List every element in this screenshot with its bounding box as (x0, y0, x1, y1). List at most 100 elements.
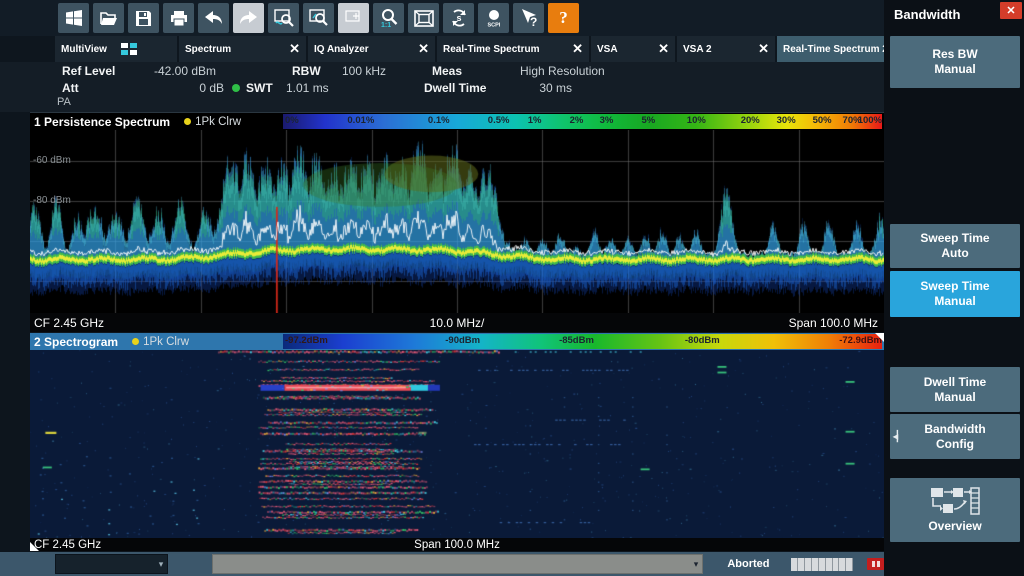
tab-label: VSA (597, 44, 618, 55)
colorbar-tick: 0.5% (488, 115, 510, 126)
zoom-trace-icon[interactable] (268, 3, 299, 33)
chevron-down-icon: ▾ (694, 559, 699, 570)
colorbar-tick: 0% (285, 115, 299, 126)
tab-close-icon[interactable]: ✕ (283, 41, 300, 57)
tab-label: IQ Analyzer (314, 44, 369, 55)
message-dropdown[interactable]: ▾ (212, 554, 703, 574)
tab-real-time-spectrum[interactable]: Real-Time Spectrum ✕ (437, 36, 589, 62)
softkey-sweep-time-manual[interactable]: Sweep Time Manual (890, 271, 1020, 317)
tab-close-icon[interactable]: ✕ (652, 41, 669, 57)
softkey-bandwidth-config[interactable]: ◂▏ Bandwidth Config (890, 414, 1020, 459)
softkey-dwell-time-manual[interactable]: Dwell Time Manual (890, 367, 1020, 412)
colorbar-tick: 30% (777, 115, 796, 126)
tab-multiview[interactable]: MultiView (55, 36, 177, 62)
tab-label: VSA 2 (683, 44, 712, 55)
window2-index: 2 (34, 335, 41, 349)
sequencer-icon[interactable]: s (443, 3, 474, 33)
tab-close-icon[interactable]: ✕ (412, 41, 429, 57)
tab-vsa[interactable]: VSA ✕ (591, 36, 675, 62)
persistence-colorbar: 0% 0.01% 0.1% 0.5% 1% 2% 3% 5% 10% 20% 3… (283, 114, 882, 129)
y-axis-label: -80 dBm (33, 195, 71, 206)
softkey-sweep-time-auto[interactable]: Sweep Time Auto (890, 224, 1020, 268)
redo-icon[interactable] (233, 3, 264, 33)
tab-label: MultiView (61, 44, 107, 55)
meas-value: High Resolution (520, 64, 605, 78)
error-log-icon[interactable] (867, 558, 884, 570)
trace1-color-icon (132, 338, 139, 345)
colorbar-tick: -90dBm (445, 335, 480, 346)
colorbar-tick: 3% (600, 115, 614, 126)
softkey-res-bw-manual[interactable]: Res BW Manual (890, 36, 1020, 88)
window-spectrogram: 2 Spectrogram 1Pk Clrw -97.2dBm -90dBm -… (30, 333, 884, 551)
att-label: Att (62, 81, 154, 95)
one-to-one-label: 1:1 (381, 22, 391, 28)
window2-footer: CF 2.45 GHz Span 100.0 MHz (30, 538, 884, 551)
print-icon[interactable] (163, 3, 194, 33)
window1-header[interactable]: 1 Persistence Spectrum 1Pk Clrw 0% 0.01%… (30, 112, 884, 130)
rbw-value: 100 kHz (342, 64, 432, 78)
sequencer-label: s (456, 13, 461, 23)
softkey-menu-title: Bandwidth (894, 7, 960, 22)
spectrogram-plot-area[interactable] (30, 350, 884, 538)
colorbar-tick: -80dBm (685, 335, 720, 346)
multiview-grid-icon (121, 43, 137, 55)
tab-label: Real-Time Spectrum 2 (783, 44, 888, 55)
trace1-label: 1Pk Clrw (195, 116, 241, 128)
y-axis-label: -60 dBm (33, 155, 71, 166)
center-frequency-label: CF 2.45 GHz (34, 539, 101, 551)
ref-level-label: Ref Level (62, 64, 154, 78)
sweep-status-label: Aborted (727, 558, 769, 570)
main-toolbar: 1:1 s SCPI ? ? (0, 0, 884, 36)
help-icon[interactable]: ? (548, 3, 579, 33)
status-source-select[interactable]: ▾ (55, 554, 168, 574)
rbw-label: RBW (292, 64, 342, 78)
scale-per-div-label: 10.0 MHz/ (430, 316, 485, 330)
tab-iq-analyzer[interactable]: IQ Analyzer ✕ (308, 36, 435, 62)
channel-info-bar[interactable]: Ref Level -42.00 dBm RBW 100 kHz Meas Hi… (0, 62, 884, 112)
dwell-time-value: 30 ms (512, 81, 572, 95)
preamp-label: PA (0, 96, 884, 110)
persistence-canvas (30, 130, 884, 313)
colorbar-tick: 100% (858, 115, 882, 126)
center-frequency-label: CF 2.45 GHz (34, 316, 104, 330)
display-frame-icon[interactable] (408, 3, 439, 33)
window1-footer: CF 2.45 GHz 10.0 MHz/ Span 100.0 MHz (30, 313, 884, 332)
window1-title: Persistence Spectrum (44, 115, 170, 129)
undo-icon[interactable] (198, 3, 229, 33)
softkey-overview[interactable]: Overview (890, 478, 1020, 542)
tab-spectrum[interactable]: Spectrum ✕ (179, 36, 306, 62)
chevron-down-icon: ▾ (159, 559, 164, 570)
windows-icon[interactable] (58, 3, 89, 33)
save-icon[interactable] (128, 3, 159, 33)
tab-label: Spectrum (185, 44, 231, 55)
close-menu-button[interactable]: ✕ (1000, 2, 1022, 19)
focus-corner-icon (875, 333, 884, 342)
span-label: Span 100.0 MHz (414, 539, 500, 551)
status-bar: ▾ ▾ Aborted (0, 552, 884, 576)
scpi-label: SCPI (487, 23, 500, 29)
context-help-icon[interactable]: ? (513, 3, 544, 33)
persistence-plot-area[interactable]: -60 dBm -80 dBm (30, 130, 884, 313)
zoom-off-icon[interactable] (338, 3, 369, 33)
window2-title: Spectrogram (44, 335, 118, 349)
tab-label: Real-Time Spectrum (443, 44, 540, 55)
open-file-icon[interactable] (93, 3, 124, 33)
trace1-color-icon (184, 118, 191, 125)
colorbar-tick: 1% (528, 115, 542, 126)
spectrogram-colorbar: -97.2dBm -90dBm -85dBm -80dBm -72.9dBm (283, 334, 882, 349)
att-value: 0 dB (154, 81, 224, 95)
zoom-area-icon[interactable] (303, 3, 334, 33)
tab-vsa-2[interactable]: VSA 2 ✕ (677, 36, 775, 62)
overview-flow-icon (929, 486, 981, 516)
tab-close-icon[interactable]: ✕ (566, 41, 583, 57)
opens-dialog-icon: ◂▏ (893, 429, 904, 444)
close-icon: ✕ (1006, 4, 1015, 17)
zoom-one-to-one-icon[interactable]: 1:1 (373, 3, 404, 33)
colorbar-tick: 10% (687, 115, 706, 126)
window2-header[interactable]: 2 Spectrogram 1Pk Clrw -97.2dBm -90dBm -… (30, 333, 884, 350)
swt-value: 1.01 ms (286, 81, 354, 95)
swt-label: SWT (246, 81, 286, 95)
context-help-label: ? (530, 15, 537, 28)
scpi-remote-icon[interactable]: SCPI (478, 3, 509, 33)
tab-close-icon[interactable]: ✕ (752, 41, 769, 57)
